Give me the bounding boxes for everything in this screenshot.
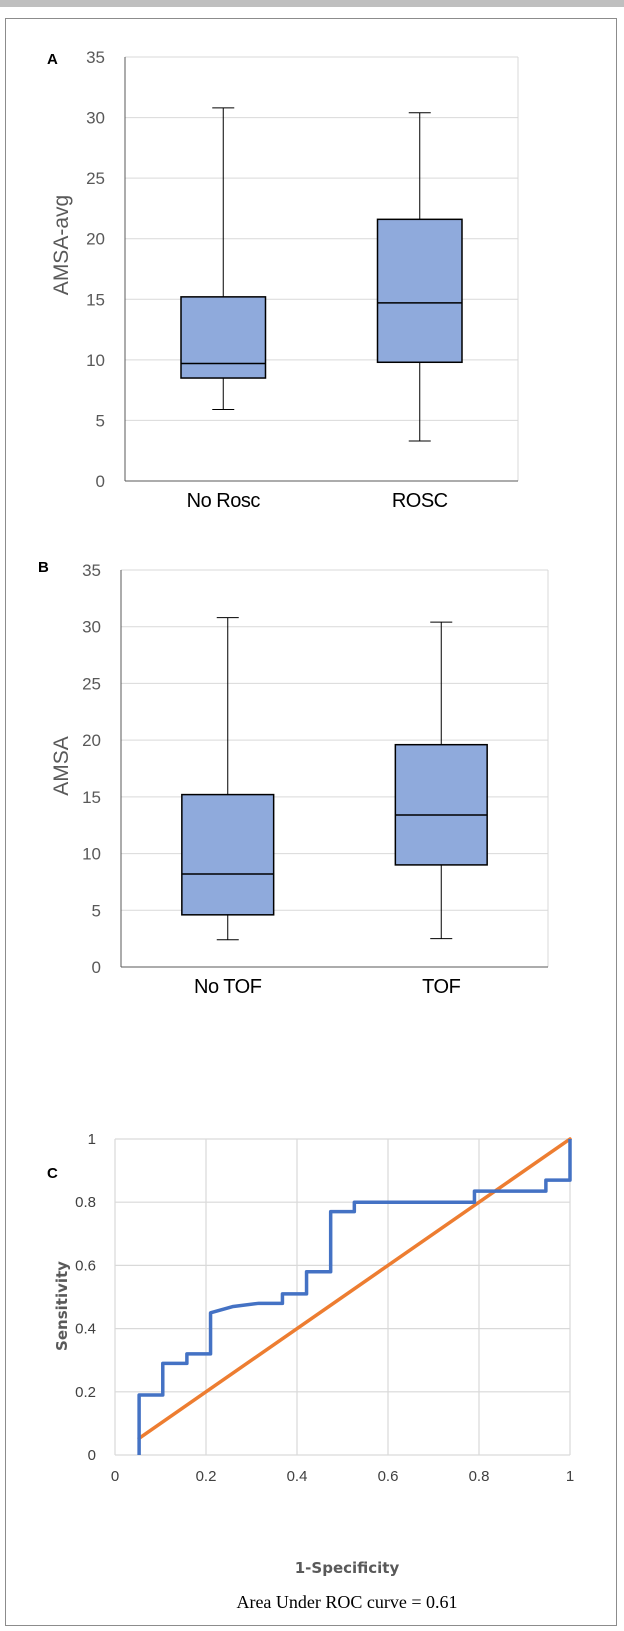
panel-c-reference-line [137, 1137, 572, 1441]
panel-a-box-iqr [180, 296, 267, 379]
panel-a-boxplot: A AMSA-avg 0 5 10 15 20 25 30 35 No Rosc ROSC [47, 48, 519, 512]
panel-b-boxes: No TOF TOF [181, 617, 488, 998]
panel-c-x-tick-label: 0.4 [287, 1468, 308, 1485]
top-border-bar [0, 0, 624, 7]
panel-a-y-tick-label: 0 [96, 472, 105, 491]
panel-b-letter: B [38, 559, 49, 576]
panel-a-y-tick-label: 20 [86, 230, 105, 249]
panel-c-y-tick-label: 0 [88, 1447, 96, 1464]
panel-b-y-axis-label: AMSA [50, 736, 73, 796]
panel-b-category-label: TOF [422, 976, 460, 998]
panel-a-y-axis-label: AMSA-avg [50, 195, 73, 295]
panel-a-grid: 0 5 10 15 20 25 30 35 [86, 48, 519, 491]
panel-a-category-label: ROSC [392, 490, 448, 512]
panel-b-category-label: No TOF [194, 976, 262, 998]
panel-a-letter: A [47, 51, 58, 68]
panel-c-y-tick-label: 0.8 [75, 1194, 96, 1211]
panel-b-boxplot: B AMSA 0 5 10 15 20 25 30 35 No TOF TOF [38, 559, 549, 998]
panel-c-y-tick-label: 0.4 [75, 1321, 96, 1338]
panel-a-y-tick-label: 5 [96, 411, 105, 430]
figure-frame [5, 18, 617, 1626]
panel-a-y-tick-label: 10 [86, 351, 105, 370]
panel-a-y-tick-label: 15 [86, 290, 105, 309]
panel-c-lines [137, 1137, 572, 1455]
panel-c-y-tick-label: 0.2 [75, 1384, 96, 1401]
panel-b-y-tick-label: 25 [82, 674, 101, 693]
panel-b-y-tick-label: 5 [92, 901, 101, 920]
panel-c-y-axis-label: Sensitivity [53, 1261, 71, 1351]
panel-a-category-label: No Rosc [187, 490, 261, 512]
panel-a-box-iqr [376, 218, 463, 364]
panel-c-x-tick-label: 0.6 [378, 1468, 399, 1485]
panel-b-y-tick-label: 0 [92, 958, 101, 977]
panel-b-y-tick-label: 10 [82, 845, 101, 864]
panel-b-y-tick-label: 15 [82, 788, 101, 807]
panel-b-y-tick-label: 20 [82, 731, 101, 750]
panel-a-y-tick-label: 35 [86, 48, 105, 67]
panel-c-x-tick-label: 0.2 [196, 1468, 217, 1485]
panel-c-x-tick-label: 0.8 [469, 1468, 490, 1485]
panel-b-box-iqr [394, 743, 488, 866]
panel-c-x-axis-label: 1-Specificity [295, 1559, 400, 1577]
panel-b-y-tick-label: 35 [82, 561, 101, 580]
panel-c-x-tick-label: 1 [566, 1468, 574, 1485]
panel-a-y-tick-label: 25 [86, 169, 105, 188]
panel-b-box-iqr [181, 793, 275, 916]
panel-b-y-tick-label: 30 [82, 618, 101, 637]
panel-a-boxes: No Rosc ROSC [180, 107, 463, 512]
panel-a-y-tick-label: 30 [86, 109, 105, 128]
panel-c-x-tick-label: 0 [111, 1468, 119, 1485]
panel-c-auc-annotation: Area Under ROC curve = 0.61 [236, 1592, 457, 1612]
panel-c-roc-chart: C 0 0.2 0.4 0.6 0.8 1 0 0.2 0.4 0.6 0.8 1 Sensitivi… [47, 1131, 574, 1612]
panel-c-roc-curve [137, 1139, 572, 1455]
panel-c-y-tick-label: 0.6 [75, 1257, 96, 1274]
panel-c-y-tick-label: 1 [88, 1131, 96, 1148]
panel-b-grid: 0 5 10 15 20 25 30 35 [82, 561, 549, 977]
panel-c-letter: C [47, 1165, 58, 1182]
